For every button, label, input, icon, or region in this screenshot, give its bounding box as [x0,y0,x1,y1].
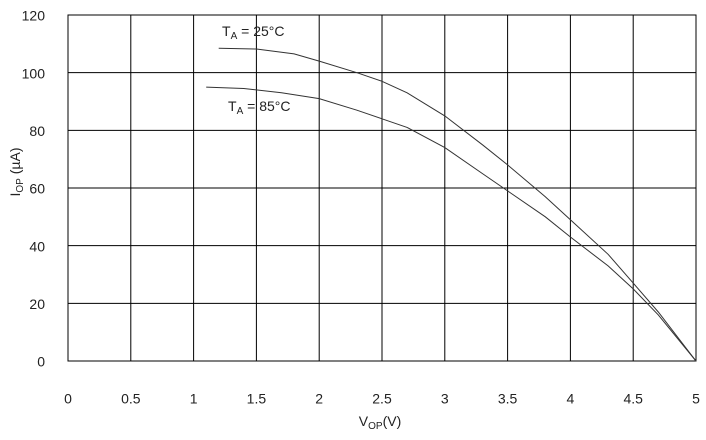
y-tick-label: 60 [29,181,45,197]
series-line [206,86,697,362]
x-tick-label: 4 [567,391,575,407]
label-sub: A [231,31,238,42]
plot-border [67,14,697,362]
label-main: T [222,23,231,39]
label-main: T [228,98,237,114]
x-tick-label: 1 [190,391,198,407]
series-label: TA = 85°C [228,98,290,117]
x-tick-label: 2.5 [372,391,392,407]
y-tick-label: 20 [29,296,45,312]
x-tick-label: 3.5 [498,391,518,407]
label-rest: = 25°C [237,23,284,39]
x-tick-label: 2 [315,391,323,407]
x-tick-label: 0 [64,391,72,407]
y-tick-label: 120 [22,8,46,24]
x-tick-label: 3 [441,391,449,407]
series-line [218,47,697,362]
x-tick-label: 1.5 [247,391,267,407]
series-label: TA = 25°C [222,23,284,42]
x-tick-label: 0.5 [121,391,141,407]
x-tick-label: 4.5 [623,391,643,407]
y-axis-label: IOP (µA) [7,148,26,197]
x-axis-label: VOP(V) [359,413,401,432]
x-tick-label: 5 [692,391,700,407]
y-tick-label: 80 [29,123,45,139]
label-rest: = 85°C [243,98,290,114]
y-tick-label: 40 [29,238,45,254]
label-sub: A [237,106,244,117]
y-tick-label: 100 [22,65,46,81]
y-tick-label: 0 [37,354,45,370]
